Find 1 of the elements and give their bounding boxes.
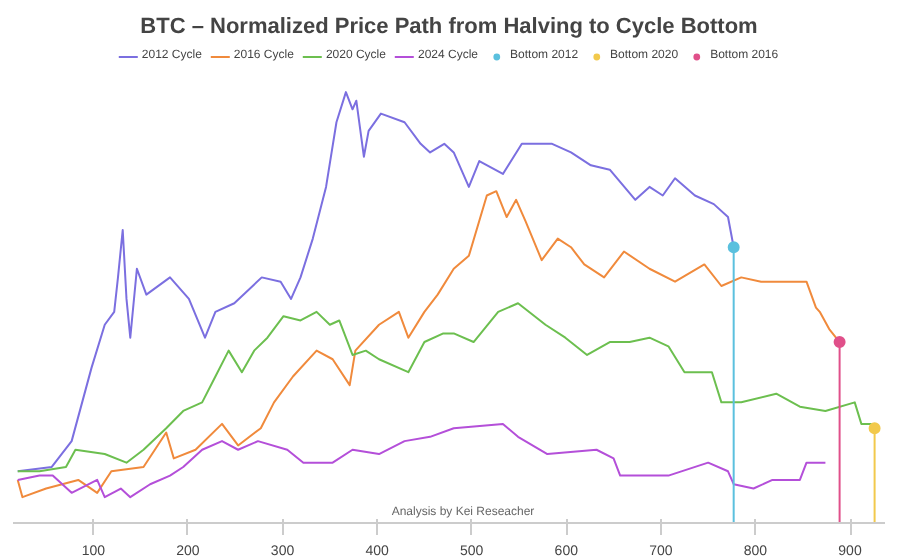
chart-title: BTC – Normalized Price Path from Halving to Cycle Bottom [140,15,759,39]
